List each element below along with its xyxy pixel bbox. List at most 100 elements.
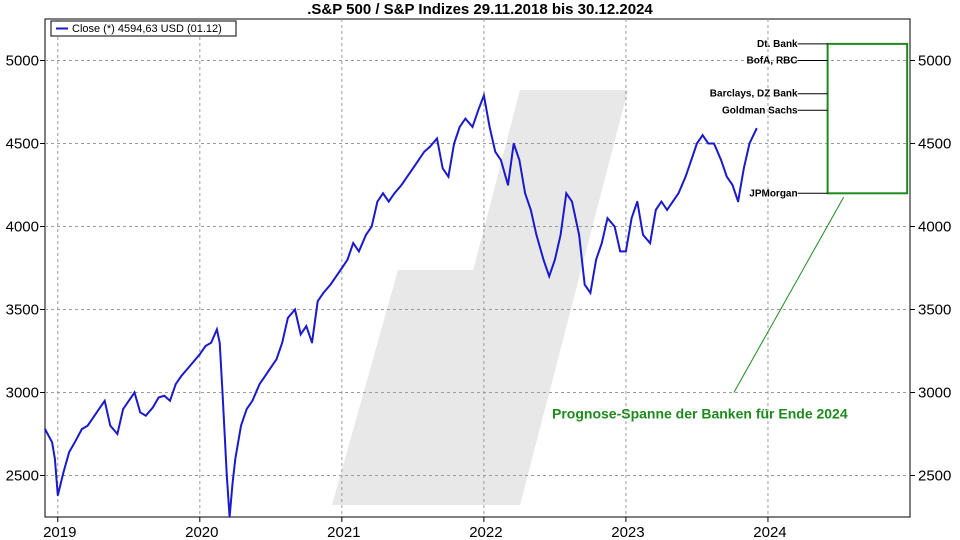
- y-tick-label-right: 3000: [918, 385, 951, 402]
- series-point: [199, 353, 201, 356]
- grid: [45, 19, 910, 517]
- series-point: [251, 400, 254, 402]
- series-point: [571, 200, 573, 203]
- series-points: [44, 94, 758, 518]
- series-point: [231, 483, 234, 485]
- series-point: [240, 424, 242, 427]
- series-point: [270, 366, 272, 369]
- series-point: [731, 184, 734, 186]
- series-point: [187, 366, 190, 369]
- series-point: [81, 428, 83, 430]
- series-point: [400, 184, 403, 186]
- series-point: [512, 142, 515, 145]
- series-point: [412, 167, 414, 170]
- y-axis-right: 2500 3000 3500 4000 4500 5000: [910, 53, 951, 485]
- y-tick-label-left: 3000: [6, 385, 39, 402]
- series-point: [393, 192, 396, 195]
- bank-label: Goldman Sachs: [722, 105, 798, 116]
- series-point: [109, 424, 112, 427]
- series-point: [654, 209, 657, 211]
- series-point: [204, 345, 207, 347]
- y-tick-label-left: 4500: [6, 136, 39, 153]
- series-point: [406, 175, 408, 178]
- series-point: [287, 317, 289, 319]
- series-point: [743, 167, 745, 170]
- series-point: [221, 391, 224, 394]
- x-tick-label: 2020: [185, 524, 218, 540]
- forecast-box: [826, 42, 909, 195]
- series-point: [500, 159, 502, 161]
- bank-label: Dt. Bank: [757, 39, 798, 50]
- series-point: [316, 300, 319, 303]
- series-point: [258, 383, 261, 386]
- series-point: [542, 258, 545, 261]
- series-point: [122, 408, 124, 410]
- series-point: [128, 400, 130, 402]
- series-point: [625, 250, 627, 253]
- series-point: [51, 441, 53, 444]
- series-point: [92, 416, 95, 419]
- watermark-shape: [332, 90, 628, 505]
- series-point: [193, 360, 195, 362]
- series-point: [429, 146, 431, 148]
- series-point: [483, 94, 485, 97]
- series-point: [163, 395, 166, 397]
- y-tick-label-right: 3500: [918, 302, 951, 319]
- series-point: [441, 167, 444, 170]
- x-axis: 2019 2020 2021 2022 2023 2024: [43, 517, 787, 540]
- series-point: [619, 250, 622, 253]
- series-point: [554, 258, 556, 261]
- series-point: [713, 142, 715, 145]
- series-point: [701, 134, 704, 136]
- series-point: [376, 200, 379, 203]
- series-point: [649, 242, 651, 244]
- series-point: [180, 375, 183, 377]
- series-point: [477, 109, 480, 112]
- series-point: [68, 451, 70, 454]
- series-point: [322, 292, 325, 294]
- series-point: [352, 242, 355, 244]
- series-point: [707, 142, 710, 145]
- y-tick-label-right: 2500: [918, 468, 951, 485]
- series-point: [642, 234, 644, 236]
- series-point: [737, 200, 739, 203]
- y-tick-label-left: 2500: [6, 468, 39, 485]
- series-point: [565, 192, 568, 195]
- series-point: [548, 275, 551, 278]
- series-point: [157, 396, 160, 399]
- legend-label: Close (*) 4594,63 USD (01.12): [72, 23, 222, 35]
- y-tick-label-right: 4500: [918, 136, 951, 153]
- series-point: [524, 192, 526, 195]
- series-point: [370, 225, 373, 228]
- series-point: [216, 328, 218, 331]
- series-point: [529, 209, 532, 211]
- series-point: [311, 341, 313, 344]
- series-point: [139, 411, 141, 414]
- annotation-leader: [733, 197, 845, 393]
- series-point: [382, 192, 384, 195]
- series-point: [464, 117, 467, 120]
- series-point: [174, 383, 177, 386]
- series-point: [507, 184, 509, 186]
- series-point: [245, 408, 248, 410]
- series-point: [44, 428, 46, 430]
- series-point: [98, 408, 100, 410]
- legend-box: [50, 20, 237, 37]
- series-point: [755, 127, 758, 130]
- legend: Close (*) 4594,63 USD (01.12): [50, 20, 237, 37]
- x-tick-label: 2024: [753, 524, 786, 540]
- series-point: [677, 192, 680, 195]
- series-point: [218, 341, 221, 344]
- series-point: [133, 391, 136, 394]
- x-tick-label: 2021: [327, 524, 360, 540]
- series-point: [226, 474, 228, 477]
- series-point: [281, 341, 284, 344]
- series-point: [358, 250, 360, 253]
- series-point: [417, 159, 420, 161]
- series-point: [299, 333, 302, 336]
- y-tick-label-left: 3500: [6, 302, 39, 319]
- forecast-band: Dt. Bank BofA, RBC Barclays, DZ Bank Goldma…: [552, 39, 909, 421]
- y-axis-left: 2500 3000 3500 4000 4500 5000: [6, 53, 45, 485]
- series-point: [630, 217, 633, 219]
- series-point: [54, 458, 56, 460]
